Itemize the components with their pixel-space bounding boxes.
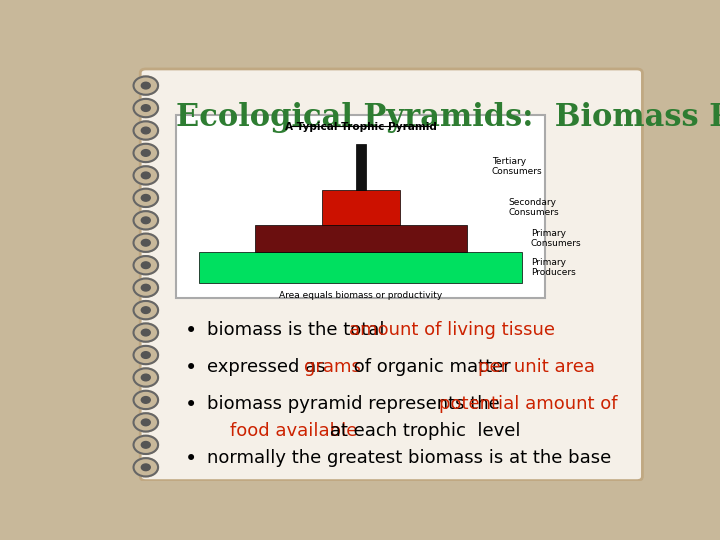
Circle shape xyxy=(141,442,150,448)
Text: food available: food available xyxy=(207,422,358,441)
Circle shape xyxy=(133,256,158,274)
Circle shape xyxy=(141,127,150,134)
Text: •: • xyxy=(185,449,197,469)
Circle shape xyxy=(133,166,158,185)
Text: •: • xyxy=(185,395,197,415)
Bar xyxy=(356,144,366,190)
Circle shape xyxy=(133,301,158,319)
Circle shape xyxy=(141,396,150,403)
Text: potential amount of: potential amount of xyxy=(438,395,617,413)
Circle shape xyxy=(133,144,158,162)
Circle shape xyxy=(133,279,158,297)
Circle shape xyxy=(141,307,150,313)
Circle shape xyxy=(141,217,150,224)
Text: expressed as: expressed as xyxy=(207,358,331,376)
Circle shape xyxy=(133,99,158,117)
Text: amount of living tissue: amount of living tissue xyxy=(349,321,555,339)
Circle shape xyxy=(133,458,158,476)
Text: Secondary
Consumers: Secondary Consumers xyxy=(508,198,559,217)
FancyBboxPatch shape xyxy=(140,69,642,481)
Circle shape xyxy=(133,122,158,140)
Circle shape xyxy=(141,82,150,89)
Text: of organic matter: of organic matter xyxy=(348,358,516,376)
Text: •: • xyxy=(185,358,197,378)
Text: Ecological Pyramids:  Biomass Pyramid: Ecological Pyramids: Biomass Pyramid xyxy=(176,102,720,133)
Text: Tertiary
Consumers: Tertiary Consumers xyxy=(492,157,542,177)
FancyBboxPatch shape xyxy=(176,114,545,298)
Circle shape xyxy=(133,368,158,387)
Circle shape xyxy=(141,172,150,179)
Text: A Typical Trophic Pyramid: A Typical Trophic Pyramid xyxy=(284,122,436,132)
Circle shape xyxy=(133,188,158,207)
Circle shape xyxy=(141,105,150,111)
Circle shape xyxy=(141,374,150,381)
Circle shape xyxy=(141,419,150,426)
Text: at each trophic  level: at each trophic level xyxy=(324,422,521,441)
Bar xyxy=(199,252,523,283)
Bar xyxy=(255,225,467,252)
Text: Primary
Producers: Primary Producers xyxy=(531,258,575,277)
Circle shape xyxy=(133,436,158,454)
Text: grams: grams xyxy=(304,358,361,376)
Text: per unit area: per unit area xyxy=(478,358,595,376)
Text: biomass is the total: biomass is the total xyxy=(207,321,390,339)
Circle shape xyxy=(133,346,158,364)
Circle shape xyxy=(141,239,150,246)
Circle shape xyxy=(133,413,158,431)
Circle shape xyxy=(133,211,158,230)
Text: normally the greatest biomass is at the base: normally the greatest biomass is at the … xyxy=(207,449,611,468)
Circle shape xyxy=(133,77,158,94)
Circle shape xyxy=(133,323,158,342)
Circle shape xyxy=(141,464,150,471)
Circle shape xyxy=(141,262,150,268)
Text: biomass pyramid represents the: biomass pyramid represents the xyxy=(207,395,505,413)
Bar xyxy=(322,190,400,225)
Circle shape xyxy=(141,285,150,291)
Circle shape xyxy=(141,194,150,201)
Text: Area equals biomass or productivity: Area equals biomass or productivity xyxy=(279,292,442,300)
Circle shape xyxy=(141,352,150,359)
Circle shape xyxy=(141,150,150,156)
Text: Primary
Consumers: Primary Consumers xyxy=(531,229,582,248)
Text: •: • xyxy=(185,321,197,341)
Circle shape xyxy=(133,234,158,252)
Circle shape xyxy=(141,329,150,336)
Circle shape xyxy=(133,391,158,409)
